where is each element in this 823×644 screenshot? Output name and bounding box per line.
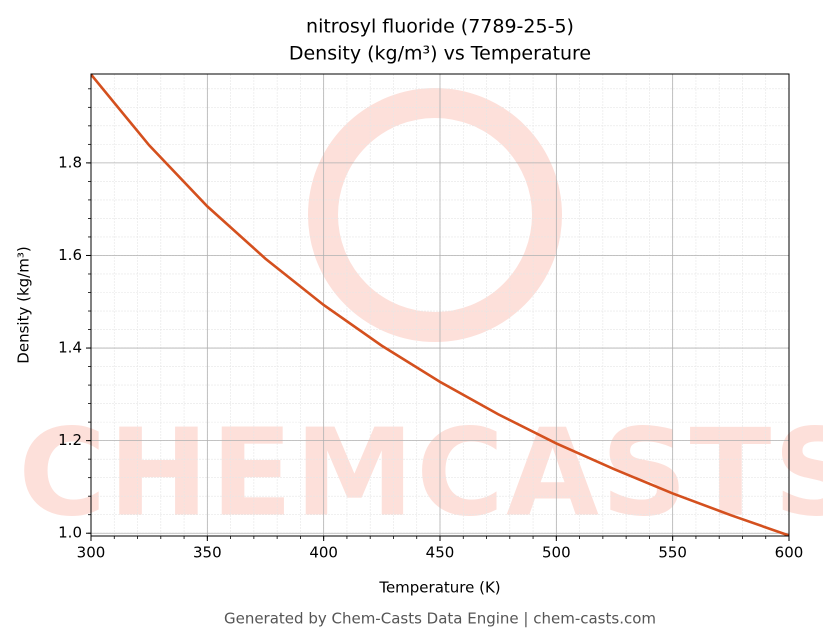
data-line bbox=[91, 74, 789, 536]
y-tick-label: 1.8 bbox=[58, 153, 82, 171]
watermark: CHEMCASTS bbox=[18, 405, 823, 544]
x-tick-label: 300 bbox=[77, 544, 106, 562]
x-tick-label: 600 bbox=[775, 544, 804, 562]
x-axis-label: Temperature (K) bbox=[378, 579, 500, 597]
x-tick-label: 400 bbox=[309, 544, 338, 562]
watermark-circle bbox=[308, 88, 562, 342]
x-tick-label: 450 bbox=[426, 544, 455, 562]
chart-title: nitrosyl fluoride (7789-25-5) bbox=[306, 16, 574, 38]
y-axis-label: Density (kg/m³) bbox=[15, 246, 33, 363]
watermark-logo bbox=[308, 88, 562, 342]
chart-subtitle: Density (kg/m³) vs Temperature bbox=[289, 43, 591, 65]
x-tick-label: 550 bbox=[658, 544, 687, 562]
y-tick-label: 1.6 bbox=[58, 246, 82, 264]
x-tick-label: 350 bbox=[193, 544, 222, 562]
y-tick-label: 1.4 bbox=[58, 339, 82, 357]
plot-frame bbox=[90, 73, 790, 537]
footer: Generated by Chem-Casts Data Engine | ch… bbox=[224, 610, 656, 628]
x-tick-label: 500 bbox=[542, 544, 571, 562]
y-tick-label: 1.0 bbox=[58, 524, 82, 542]
y-tick-label: 1.2 bbox=[58, 431, 82, 449]
